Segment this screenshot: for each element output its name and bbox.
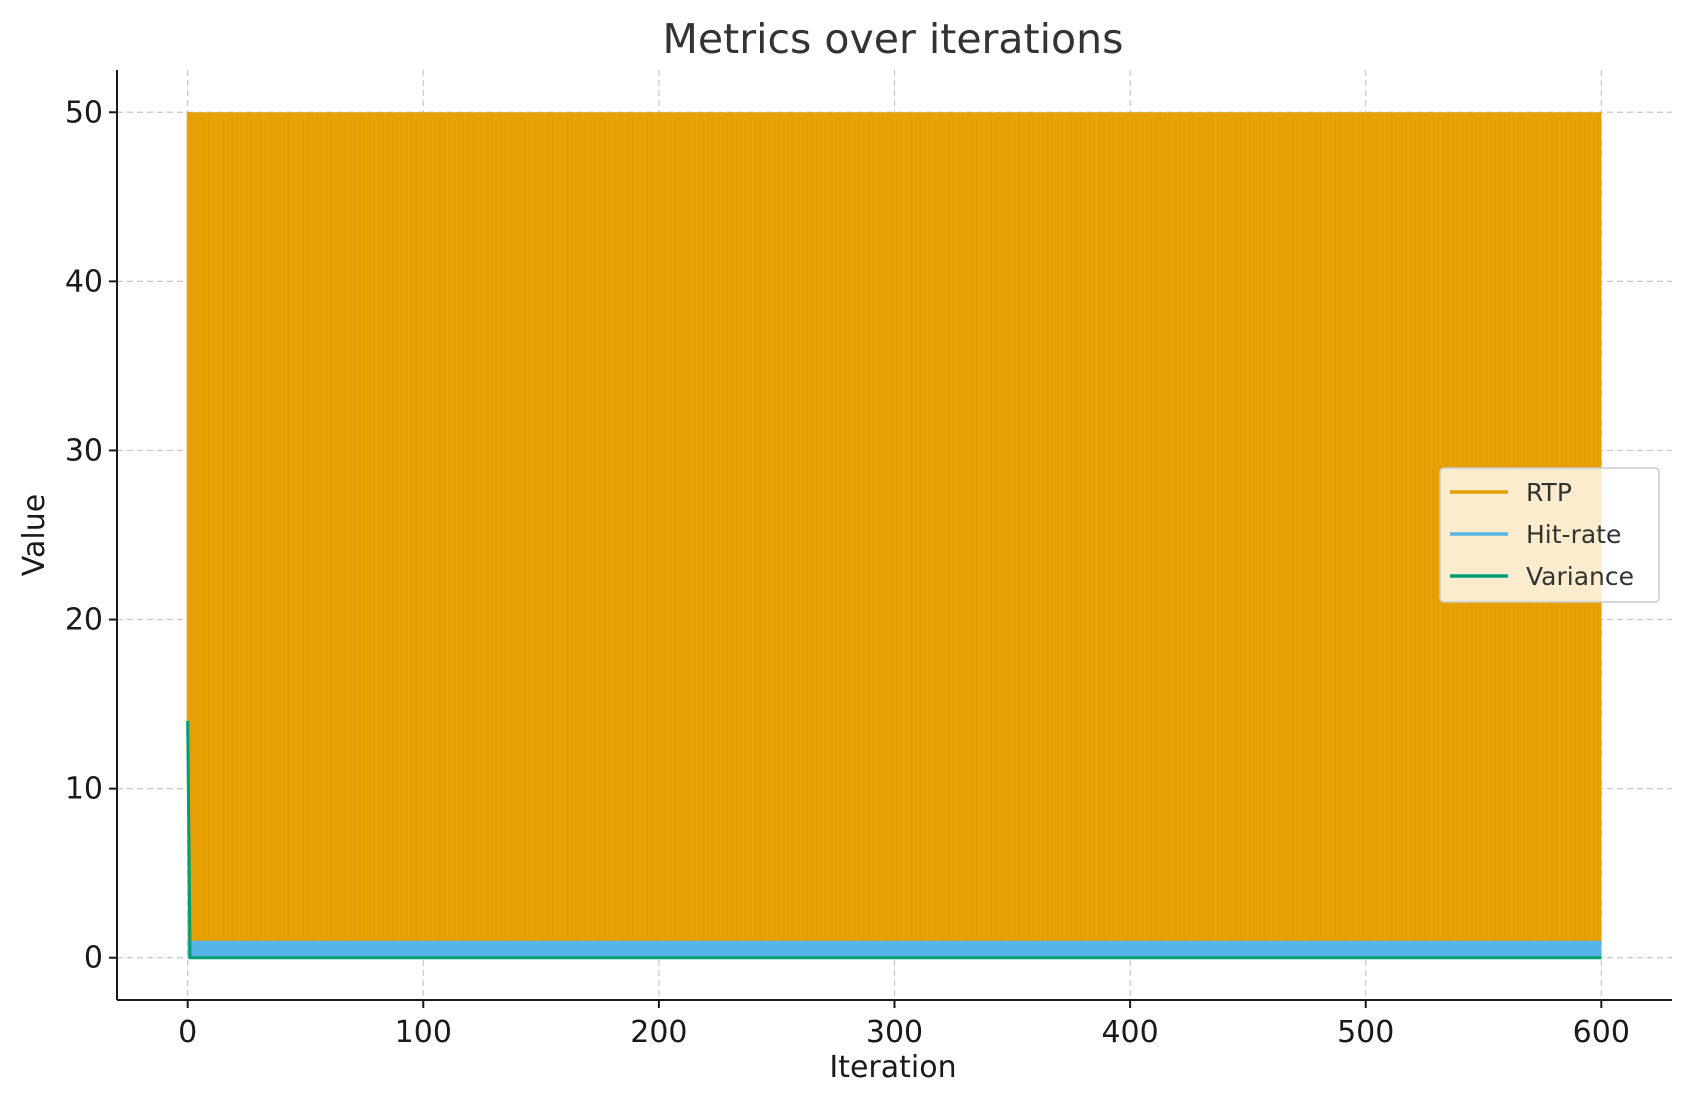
series-layer [186,112,1602,960]
x-tick-label: 600 [1573,1015,1630,1050]
legend-label-rtp: RTP [1526,478,1572,507]
x-tick-label: 300 [866,1015,923,1050]
legend-label-hit-rate: Hit-rate [1526,520,1621,549]
x-axis-label: Iteration [829,1050,956,1085]
chart-title: Metrics over iterations [663,15,1124,63]
x-tick-label: 200 [630,1015,687,1050]
ticks: 0 100 200 300 400 500 600 0 10 20 30 40 50 [65,95,1630,1050]
series-hit-rate-band [187,940,1602,958]
y-tick-label: 10 [65,772,103,807]
legend: RTP Hit-rate Variance [1439,467,1660,603]
legend-box [1439,467,1660,603]
y-tick-label: 20 [65,603,103,638]
series-rtp-oscillation [187,112,1602,950]
series-variance-line [186,720,1602,960]
y-tick-label: 40 [65,264,103,299]
x-tick-label: 500 [1337,1015,1394,1050]
y-axis-label: Value [17,494,52,576]
y-tick-label: 50 [65,95,103,130]
x-tick-label: 0 [178,1015,197,1050]
series-rtp-band [187,112,1602,950]
legend-label-variance: Variance [1526,562,1634,591]
x-tick-label: 400 [1101,1015,1158,1050]
x-tick-label: 100 [395,1015,452,1050]
y-tick-label: 30 [65,433,103,468]
y-tick-label: 0 [84,941,103,976]
